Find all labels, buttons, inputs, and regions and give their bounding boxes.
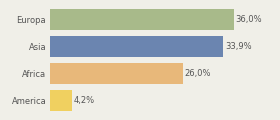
Text: 33,9%: 33,9% <box>225 42 252 51</box>
Bar <box>50 90 72 111</box>
Bar <box>50 9 234 30</box>
Bar <box>50 63 183 84</box>
Text: 26,0%: 26,0% <box>185 69 211 78</box>
Bar <box>50 36 223 57</box>
Text: 4,2%: 4,2% <box>74 96 95 105</box>
Text: 36,0%: 36,0% <box>236 15 262 24</box>
